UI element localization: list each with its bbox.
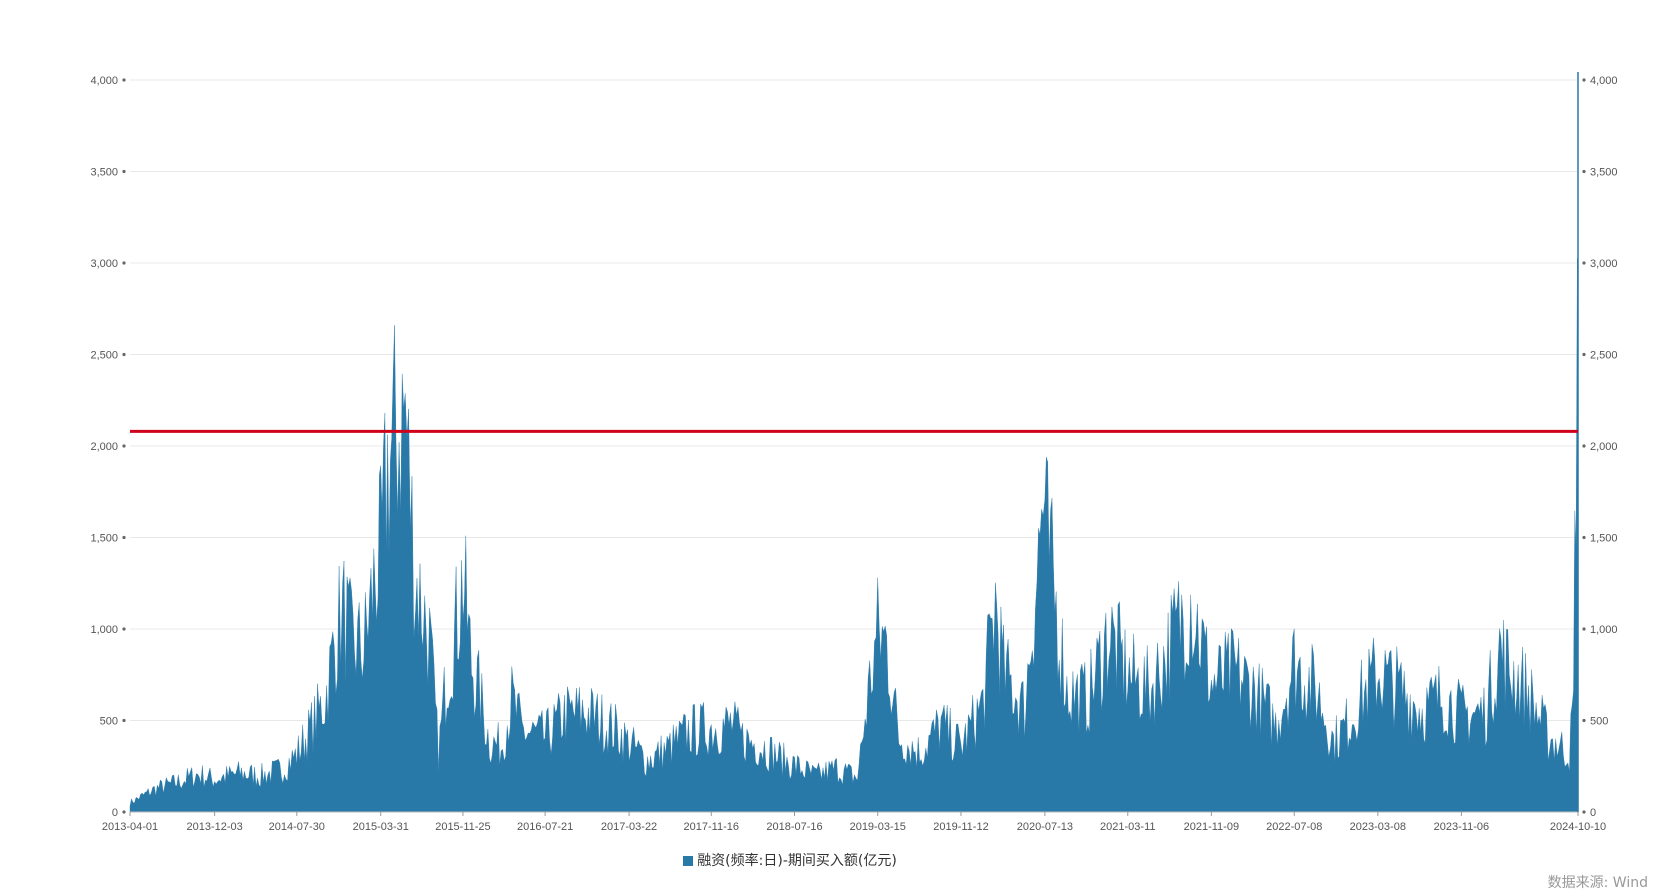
- x-tick-label: 2021-03-11: [1100, 821, 1155, 833]
- axes: [122, 72, 1586, 816]
- y-tick-label-right: 1,000: [1590, 624, 1618, 636]
- x-tick-label: 2019-03-15: [850, 821, 906, 833]
- y-tick-mark-left: [122, 627, 126, 631]
- y-tick-label-left: 0: [112, 807, 118, 819]
- y-tick-mark-left: [122, 718, 126, 723]
- y-tick-label-right: 4,000: [1590, 75, 1618, 87]
- y-tick-mark-left: [122, 535, 126, 540]
- x-tick-label: 2021-11-09: [1184, 821, 1239, 833]
- y-tick-label-left: 1,500: [90, 533, 118, 545]
- y-tick-label-right: 2,000: [1590, 441, 1618, 453]
- legend: 融资(频率:日)-期间买入额(亿元): [0, 850, 1580, 870]
- y-tick-label-right: 500: [1590, 716, 1608, 728]
- y-tick-label-right: 1,500: [1590, 533, 1618, 545]
- x-tick-label: 2015-11-25: [435, 821, 490, 833]
- x-tick-label: 2018-07-16: [766, 821, 822, 833]
- data-series: [129, 258, 1579, 813]
- x-tick-label: 2016-07-21: [517, 821, 573, 833]
- x-tick-label: 2017-11-16: [684, 821, 739, 833]
- x-tick-label: 2024-10-10: [1550, 821, 1606, 833]
- y-tick-label-left: 3,000: [90, 258, 118, 270]
- tick-labels: 0 0 500 500 1,000 1,000 1,500 1,500 2,000 2,000 2,…: [90, 75, 1617, 833]
- legend-swatch: [683, 856, 694, 866]
- y-tick-mark-left: [122, 352, 126, 357]
- y-tick-label-left: 3,500: [90, 167, 118, 179]
- y-tick-mark-right: [1582, 261, 1586, 265]
- y-tick-mark-left: [122, 810, 126, 814]
- y-tick-mark-right: [1582, 535, 1586, 540]
- y-tick-label-left: 500: [100, 716, 118, 728]
- x-tick-label: 2017-03-22: [601, 821, 657, 833]
- y-tick-mark-right: [1582, 444, 1586, 448]
- y-tick-label-right: 3,000: [1590, 258, 1618, 270]
- y-tick-mark-right: [1582, 352, 1586, 357]
- x-tick-label: 2015-03-31: [353, 821, 409, 833]
- x-tick-label: 2013-04-01: [102, 821, 158, 833]
- x-tick-label: 2022-07-08: [1266, 821, 1322, 833]
- area-series: [129, 258, 1579, 813]
- x-tick-label: 2014-07-30: [269, 821, 325, 833]
- y-tick-mark-right: [1582, 810, 1586, 814]
- y-tick-label-right: 2,500: [1590, 350, 1618, 362]
- y-tick-mark-right: [1582, 169, 1586, 174]
- y-tick-label-left: 1,000: [90, 624, 118, 636]
- y-tick-label-left: 2,000: [90, 441, 118, 453]
- x-tick-label: 2019-11-12: [933, 821, 988, 833]
- y-tick-label-left: 2,500: [90, 350, 118, 362]
- y-tick-mark-left: [122, 169, 126, 174]
- y-tick-label-right: 0: [1590, 807, 1596, 819]
- y-tick-label-left: 4,000: [90, 75, 118, 87]
- x-tick-label: 2023-03-08: [1350, 821, 1406, 833]
- x-tick-label: 2013-12-03: [186, 821, 242, 833]
- y-tick-mark-right: [1582, 627, 1586, 631]
- y-tick-mark-right: [1582, 718, 1586, 723]
- x-tick-label: 2023-11-06: [1434, 821, 1489, 833]
- y-tick-mark-left: [122, 444, 126, 448]
- data-source-note: 数据来源: Wind: [1547, 875, 1648, 891]
- y-tick-mark-right: [1582, 78, 1586, 82]
- y-tick-label-right: 3,500: [1590, 167, 1618, 179]
- x-tick-label: 2020-07-13: [1017, 821, 1073, 833]
- y-tick-mark-left: [122, 261, 126, 265]
- legend-label: 融资(频率:日)-期间买入额(亿元): [697, 853, 897, 869]
- y-tick-mark-left: [122, 78, 126, 82]
